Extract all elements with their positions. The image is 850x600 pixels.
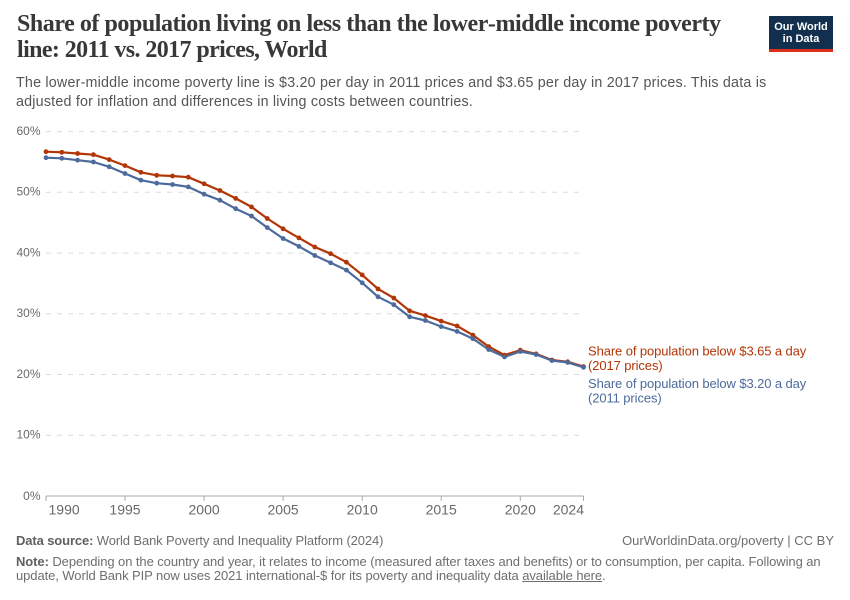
svg-text:2005: 2005 bbox=[268, 502, 299, 518]
svg-text:(2017 prices): (2017 prices) bbox=[588, 358, 663, 373]
svg-text:10%: 10% bbox=[16, 428, 40, 442]
svg-text:1995: 1995 bbox=[109, 502, 140, 518]
svg-text:40%: 40% bbox=[16, 245, 40, 259]
svg-text:20%: 20% bbox=[16, 367, 40, 381]
svg-text:30%: 30% bbox=[16, 306, 40, 320]
svg-text:2000: 2000 bbox=[189, 502, 220, 518]
svg-text:50%: 50% bbox=[16, 185, 40, 199]
svg-text:2015: 2015 bbox=[426, 502, 457, 518]
svg-text:(2011 prices): (2011 prices) bbox=[588, 390, 662, 405]
svg-text:2010: 2010 bbox=[347, 502, 378, 518]
svg-text:60%: 60% bbox=[16, 124, 40, 138]
svg-text:0%: 0% bbox=[23, 489, 41, 503]
svg-text:1990: 1990 bbox=[49, 502, 80, 518]
svg-text:2024: 2024 bbox=[553, 502, 584, 518]
svg-text:Share of population below $3.6: Share of population below $3.65 a day bbox=[588, 343, 807, 358]
svg-text:Share of population below $3.2: Share of population below $3.20 a day bbox=[588, 376, 807, 391]
svg-text:2020: 2020 bbox=[505, 502, 536, 518]
